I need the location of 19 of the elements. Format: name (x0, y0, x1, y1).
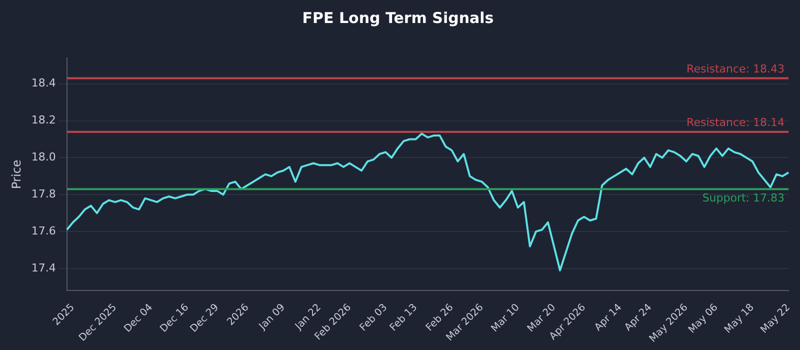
y-tick-label: 17.4 (31, 261, 56, 274)
y-tick-label: 17.6 (31, 224, 56, 238)
x-tick-label: Apr 14 (592, 302, 624, 334)
x-tick-label: Feb 13 (388, 302, 420, 334)
ref-line-label: Resistance: 18.14 (686, 116, 785, 130)
ref-line-label: Resistance: 18.43 (686, 62, 785, 76)
ref-line-label: Support: 17.83 (702, 191, 785, 204)
x-tick-label: Jan 09 (256, 302, 288, 333)
y-tick-label: 17.8 (31, 187, 56, 200)
y-tick-label: 18.0 (31, 150, 56, 164)
y-tick-label: 18.4 (31, 76, 56, 90)
x-tick-label: Dec 04 (122, 302, 156, 335)
y-axis-title: Price (9, 160, 24, 189)
x-tick-label: Mar 10 (489, 302, 522, 334)
x-tick-label: Feb 03 (358, 302, 390, 334)
chart-title: FPE Long Term Signals (302, 8, 494, 27)
y-tick-label: 18.2 (31, 114, 56, 127)
x-tick-label: Dec 29 (188, 302, 222, 335)
x-tick-label: Apr 24 (622, 302, 654, 334)
